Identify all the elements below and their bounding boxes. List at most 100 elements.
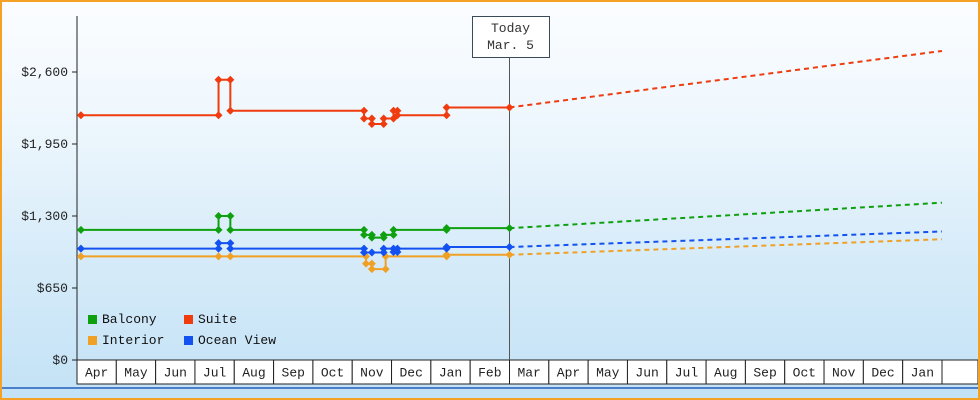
data-point-balcony xyxy=(389,225,398,234)
legend-label-interior: Interior xyxy=(102,333,165,348)
suite-swatch-icon xyxy=(184,315,193,324)
month-cell xyxy=(469,359,511,385)
data-point-suite xyxy=(393,106,402,115)
data-point-balcony xyxy=(226,212,235,220)
data-point-ocean-view xyxy=(379,244,388,253)
today-date: Mar. 5 xyxy=(487,38,534,53)
forecast-line-interior xyxy=(509,238,943,256)
data-point-balcony xyxy=(360,225,369,234)
legend-item-interior: Interior xyxy=(88,333,184,348)
data-point-interior xyxy=(76,252,85,261)
month-label: Aug xyxy=(242,366,265,381)
data-point-ocean-view xyxy=(214,244,223,253)
data-point-balcony xyxy=(389,230,398,239)
month-cell xyxy=(823,359,864,385)
data-point-balcony xyxy=(442,224,451,233)
data-point-balcony xyxy=(367,233,376,242)
data-point-suite xyxy=(226,75,235,84)
legend-label-suite: Suite xyxy=(198,312,238,327)
data-point-interior xyxy=(442,250,451,259)
month-label: Apr xyxy=(557,366,580,381)
month-label: May xyxy=(596,366,620,381)
month-cell xyxy=(902,359,943,385)
data-point-interior xyxy=(361,259,370,268)
data-point-ocean-view xyxy=(360,248,369,257)
legend-label-balcony: Balcony xyxy=(102,312,157,327)
balcony-swatch-icon xyxy=(88,315,97,324)
month-label: Jan xyxy=(439,366,462,381)
month-label: Jun xyxy=(635,366,658,381)
data-point-ocean-view xyxy=(393,244,402,253)
data-point-suite xyxy=(505,103,514,112)
ocean-view-swatch-icon xyxy=(184,336,193,345)
data-point-balcony xyxy=(379,230,388,239)
data-point-balcony xyxy=(226,225,235,234)
month-label: Oct xyxy=(321,366,344,381)
y-tick-label: $2,600 xyxy=(21,65,68,80)
data-point-suite xyxy=(367,120,376,129)
legend-item-balcony: Balcony xyxy=(88,312,184,327)
data-point-suite xyxy=(76,111,85,120)
legend-item-suite: Suite xyxy=(184,312,276,327)
data-point-ocean-view xyxy=(226,244,235,253)
month-cell xyxy=(941,359,978,385)
month-cell xyxy=(273,359,314,385)
data-point-balcony xyxy=(505,224,514,233)
forecast-line-suite xyxy=(509,49,943,109)
data-point-interior xyxy=(214,252,223,261)
month-cell xyxy=(587,359,628,385)
legend-item-ocean-view: Ocean View xyxy=(184,333,276,348)
data-point-suite xyxy=(442,111,451,120)
legend-label-ocean-view: Ocean View xyxy=(198,333,277,348)
data-point-balcony xyxy=(360,230,369,239)
data-point-ocean-view xyxy=(214,239,223,248)
month-cell xyxy=(548,359,589,385)
data-point-suite xyxy=(393,111,402,120)
data-point-suite xyxy=(442,103,451,112)
month-label: Jul xyxy=(675,366,699,381)
month-label: Nov xyxy=(832,366,856,381)
month-label: Aug xyxy=(714,366,737,381)
data-point-interior xyxy=(505,250,514,259)
month-cell xyxy=(194,359,235,385)
forecast-line-balcony xyxy=(509,201,943,230)
data-point-suite xyxy=(360,114,369,123)
data-point-suite xyxy=(214,75,223,84)
month-label: May xyxy=(124,366,148,381)
month-label: Jan xyxy=(911,366,934,381)
month-cell xyxy=(76,359,117,385)
data-point-ocean-view xyxy=(505,243,514,252)
data-point-ocean-view xyxy=(76,244,85,253)
month-cell xyxy=(705,359,746,385)
month-label: Dec xyxy=(400,366,423,381)
data-point-suite xyxy=(226,106,235,115)
data-point-interior xyxy=(367,259,376,268)
y-tick-label: $1,300 xyxy=(21,209,68,224)
month-cell xyxy=(351,359,393,385)
month-cell xyxy=(155,359,196,385)
month-label: Oct xyxy=(793,366,816,381)
month-cell xyxy=(430,359,471,385)
month-label: Dec xyxy=(871,366,894,381)
month-label: Jul xyxy=(203,366,227,381)
month-label: Jun xyxy=(164,366,187,381)
data-point-ocean-view xyxy=(367,248,376,257)
data-point-balcony xyxy=(214,225,223,234)
today-label: Today xyxy=(490,21,530,36)
data-point-interior xyxy=(367,265,376,274)
month-label: Sep xyxy=(282,366,305,381)
data-point-suite xyxy=(379,120,388,129)
month-label: Feb xyxy=(478,366,501,381)
month-label: Apr xyxy=(85,366,108,381)
month-cell xyxy=(744,359,786,385)
data-point-suite xyxy=(360,106,369,115)
month-label: Mar xyxy=(517,366,540,381)
month-cell xyxy=(509,359,550,385)
month-label: Sep xyxy=(753,366,776,381)
y-tick-label: $0 xyxy=(52,353,68,368)
y-tick-label: $650 xyxy=(37,281,68,296)
data-point-ocean-view xyxy=(442,243,451,252)
data-point-balcony xyxy=(214,212,223,220)
